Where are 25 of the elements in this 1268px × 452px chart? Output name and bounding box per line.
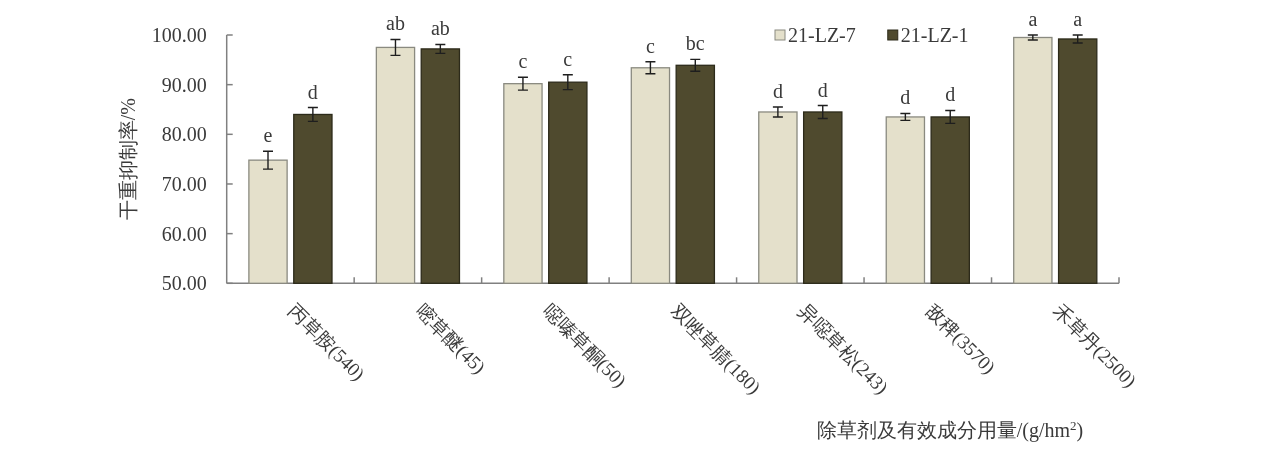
data-label: d [817, 78, 828, 101]
legend-label: 21-LZ-1 [900, 24, 969, 46]
x-tick-label: 嘧草醚(45) [411, 300, 490, 379]
y-tick-label: 50.00 [161, 272, 207, 295]
data-label: d [945, 83, 956, 106]
legend-label: 21-LZ-7 [788, 24, 856, 46]
data-label: c [563, 47, 573, 70]
y-axis-title: 干重抑制率/% [117, 98, 139, 221]
data-label: a [1028, 8, 1038, 30]
y-tick-label: 70.00 [161, 172, 207, 195]
y-tick-label: 60.00 [161, 222, 207, 245]
data-label: e [263, 124, 273, 147]
data-label: ab [430, 17, 450, 40]
data-label: d [307, 80, 318, 103]
data-label: d [772, 80, 783, 103]
data-label: ab [386, 12, 405, 35]
y-tick-label: 100.00 [151, 24, 207, 46]
data-label: d [900, 86, 911, 109]
x-axis-title: 除草剂及有效成分用量/(g/hm$^{2}$) [816, 417, 1084, 442]
data-label: bc [685, 32, 705, 55]
data-label: c [518, 50, 528, 73]
data-label: c [645, 34, 655, 57]
data-label: a [1073, 8, 1083, 30]
y-tick-label: 90.00 [161, 73, 207, 96]
y-tick-label: 80.00 [161, 123, 207, 146]
